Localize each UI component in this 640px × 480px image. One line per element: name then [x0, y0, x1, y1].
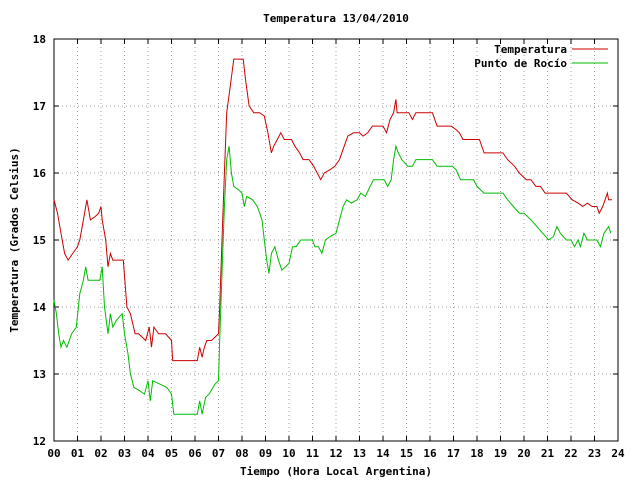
x-tick-label: 14 — [376, 447, 390, 460]
y-tick-label: 18 — [33, 33, 46, 46]
x-tick-label: 18 — [470, 447, 483, 460]
x-tick-label: 23 — [588, 447, 601, 460]
y-tick-label: 13 — [33, 368, 46, 381]
x-tick-label: 22 — [564, 447, 577, 460]
x-tick-label: 07 — [212, 447, 225, 460]
x-tick-label: 24 — [611, 447, 625, 460]
y-tick-label: 16 — [33, 167, 47, 180]
chart-title: Temperatura 13/04/2010 — [263, 12, 409, 25]
x-tick-label: 11 — [306, 447, 320, 460]
x-tick-label: 05 — [165, 447, 178, 460]
x-tick-label: 17 — [447, 447, 460, 460]
x-tick-label: 16 — [423, 447, 437, 460]
x-tick-label: 20 — [517, 447, 530, 460]
x-tick-label: 21 — [541, 447, 555, 460]
x-tick-label: 08 — [235, 447, 248, 460]
x-tick-label: 09 — [259, 447, 272, 460]
x-tick-label: 04 — [141, 447, 155, 460]
x-tick-label: 12 — [329, 447, 342, 460]
y-tick-label: 15 — [33, 234, 46, 247]
x-tick-label: 00 — [47, 447, 60, 460]
x-tick-label: 01 — [71, 447, 85, 460]
y-tick-label: 14 — [33, 301, 47, 314]
x-tick-label: 06 — [188, 447, 202, 460]
legend-label: Temperatura — [494, 43, 567, 56]
series-line-temperatura — [53, 58, 613, 362]
y-axis-label: Temperatura (Grados Celsius) — [8, 147, 21, 332]
tick-layer: 00 01 02 03 04 05 06 07 08 09 10 11 12 13 14 15 16 17 18 19… — [33, 33, 625, 460]
x-tick-label: 02 — [94, 447, 107, 460]
legend-label: Punto de Rocío — [474, 57, 567, 70]
y-tick-label: 12 — [33, 435, 46, 448]
x-tick-label: 15 — [400, 447, 413, 460]
x-tick-label: 03 — [118, 447, 131, 460]
x-axis-label: Tiempo (Hora Local Argentina) — [240, 465, 432, 478]
x-tick-label: 13 — [353, 447, 366, 460]
y-tick-label: 17 — [33, 100, 46, 113]
series-line-punto-de-rocio — [53, 144, 612, 415]
x-tick-label: 19 — [494, 447, 507, 460]
series-layer — [53, 58, 613, 415]
grid-layer — [54, 39, 618, 441]
x-tick-label: 10 — [282, 447, 295, 460]
